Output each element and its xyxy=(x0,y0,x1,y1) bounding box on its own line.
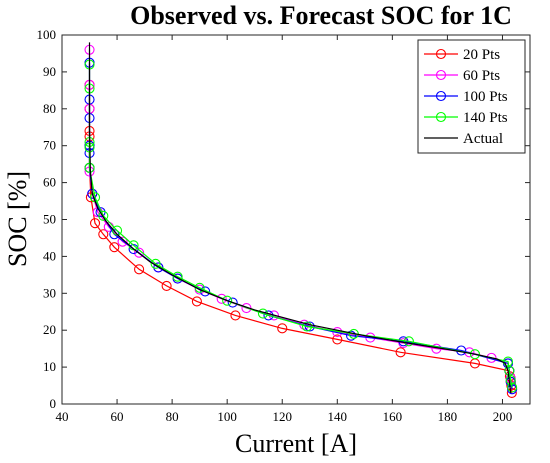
y-axis-label: SOC [%] xyxy=(3,171,32,267)
legend-marker xyxy=(435,48,447,60)
data-point-140-pts xyxy=(98,210,109,221)
legend-label: 100 Pts xyxy=(463,89,508,105)
x-tick-label: 60 xyxy=(111,409,124,424)
y-tick-label: 100 xyxy=(37,27,57,42)
data-point-20-pts xyxy=(98,229,109,240)
data-point-100-pts xyxy=(263,310,274,321)
data-point-60-pts xyxy=(117,236,128,247)
data-point-100-pts xyxy=(346,330,357,341)
legend-marker xyxy=(435,111,447,123)
y-tick-label: 70 xyxy=(43,138,56,153)
data-point-140-pts xyxy=(172,271,183,282)
y-tick-label: 50 xyxy=(43,212,56,227)
data-point-100-pts xyxy=(227,297,238,308)
series-line-actual xyxy=(88,42,512,393)
legend-item-actual: Actual xyxy=(424,131,503,147)
legend-marker xyxy=(435,69,447,81)
x-tick-label: 100 xyxy=(217,409,237,424)
data-point-20-pts xyxy=(395,347,406,358)
data-point-140-pts xyxy=(222,295,233,306)
data-point-140-pts xyxy=(84,162,95,173)
data-point-20-pts xyxy=(161,280,172,291)
data-point-140-pts xyxy=(150,258,161,269)
y-tick-label: 30 xyxy=(43,285,56,300)
legend-item-140-pts: 140 Pts xyxy=(424,110,508,126)
y-tick-label: 20 xyxy=(43,322,56,337)
y-tick-label: 40 xyxy=(43,248,56,263)
x-tick-label: 200 xyxy=(493,409,513,424)
series-actual xyxy=(88,42,512,393)
data-point-20-pts xyxy=(191,296,202,307)
data-point-140-pts xyxy=(301,321,313,332)
data-point-100-pts xyxy=(95,207,106,218)
data-point-60-pts xyxy=(134,247,145,258)
x-tick-label: 180 xyxy=(438,409,458,424)
axis-ticks: 40 60 80 100 120 140 160 180 200 0 10 20 30 40 50 60 70 8… xyxy=(37,27,530,424)
chart-title: Observed vs. Forecast SOC for 1C xyxy=(130,1,512,30)
data-point-100-pts xyxy=(109,229,120,240)
legend-label: Actual xyxy=(463,131,503,147)
data-point-140-pts xyxy=(505,374,516,386)
x-axis-label: Current [A] xyxy=(235,429,357,458)
data-point-140-pts xyxy=(403,336,414,347)
legend-item-20-pts: 20 Pts xyxy=(424,47,500,63)
x-tick-label: 160 xyxy=(383,409,403,424)
data-point-140-pts xyxy=(469,349,480,360)
data-point-140-pts xyxy=(112,225,123,236)
legend-label: 20 Pts xyxy=(463,47,500,63)
x-tick-label: 140 xyxy=(328,409,348,424)
data-point-20-pts xyxy=(89,218,101,229)
data-point-20-pts xyxy=(134,264,145,275)
legend-label: 140 Pts xyxy=(463,110,508,126)
legend: 20 Pts 60 Pts 100 Pts 140 Pts Actual xyxy=(417,39,526,154)
legend-item-100-pts: 100 Pts xyxy=(424,89,508,105)
y-tick-label: 0 xyxy=(50,396,57,411)
data-point-140-pts xyxy=(507,382,518,393)
data-point-60-pts xyxy=(216,293,227,304)
data-point-20-pts xyxy=(277,323,288,334)
legend-item-60-pts: 60 Pts xyxy=(424,68,500,84)
data-point-20-pts xyxy=(230,310,241,321)
series-layer xyxy=(84,42,518,398)
y-tick-label: 90 xyxy=(43,64,56,79)
x-tick-label: 40 xyxy=(56,409,69,424)
data-point-100-pts xyxy=(200,286,211,297)
data-point-20-pts xyxy=(109,242,120,253)
y-tick-label: 60 xyxy=(43,175,56,190)
data-point-20-pts xyxy=(332,334,343,345)
legend-marker xyxy=(435,90,447,102)
legend-label: 60 Pts xyxy=(463,68,500,84)
y-tick-label: 80 xyxy=(43,101,56,116)
x-tick-label: 120 xyxy=(272,409,292,424)
x-tick-label: 80 xyxy=(166,409,179,424)
y-tick-label: 10 xyxy=(43,359,56,374)
